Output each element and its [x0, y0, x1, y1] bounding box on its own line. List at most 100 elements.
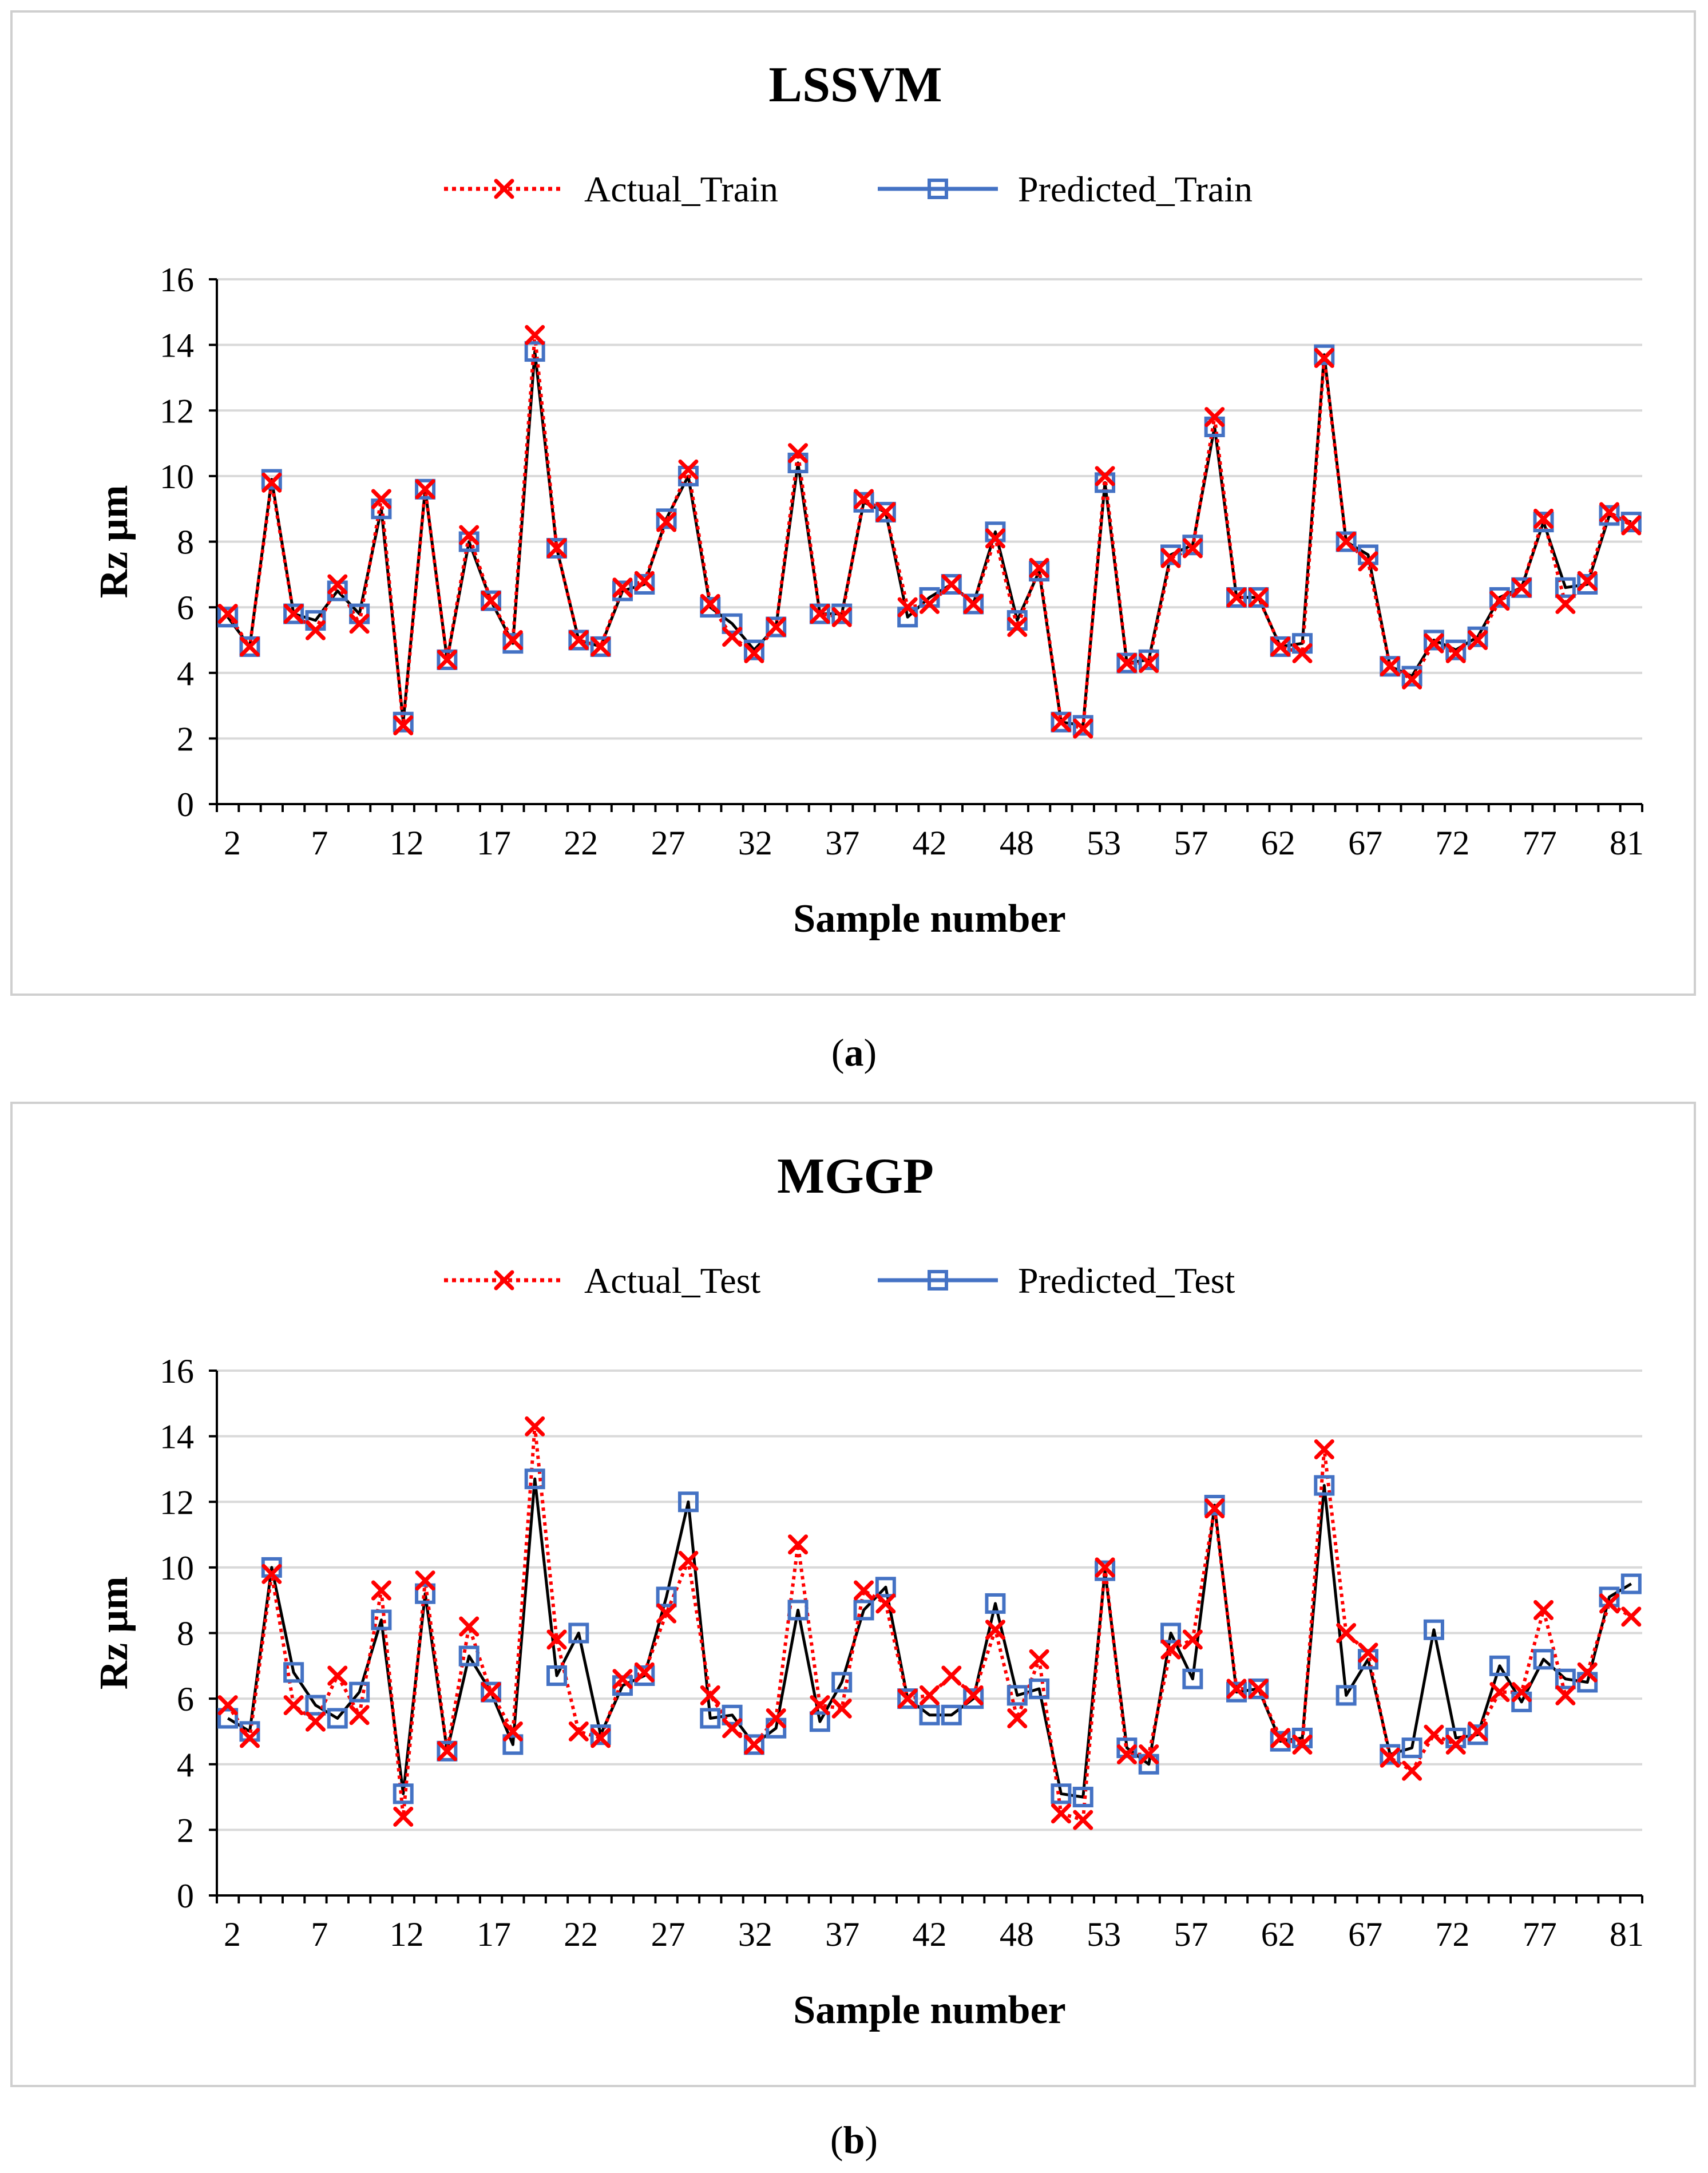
data-point-predicted [1445, 639, 1467, 660]
y-tick-label: 6 [177, 589, 194, 627]
data-point-actual [546, 538, 567, 559]
x-tick-label: 7 [311, 824, 328, 862]
data-point-predicted [1116, 652, 1138, 674]
data-point-actual [305, 1711, 326, 1732]
data-point-actual [920, 1685, 940, 1705]
data-point-predicted [371, 1609, 392, 1630]
data-point-actual [217, 1695, 238, 1716]
x-tick-label: 53 [1087, 1915, 1121, 1953]
data-point-actual [283, 1695, 304, 1716]
data-point-actual [1402, 1760, 1422, 1781]
data-point-actual [437, 1741, 457, 1762]
legend-label: Predicted_Train [1018, 169, 1253, 209]
data-point-actual [1160, 548, 1181, 568]
data-point-predicted [437, 1740, 458, 1762]
data-point-predicted [568, 630, 589, 651]
data-point-predicted [1314, 1475, 1335, 1496]
data-point-actual [1577, 1662, 1598, 1683]
data-point-predicted [1072, 1787, 1093, 1808]
legend-marker [928, 1270, 948, 1291]
data-point-actual [1424, 633, 1444, 654]
data-point-actual [1204, 407, 1225, 428]
data-point-actual [656, 1603, 677, 1624]
data-point-actual [591, 1728, 611, 1748]
data-point-predicted [985, 1593, 1006, 1614]
data-point-actual [1621, 1606, 1642, 1627]
data-point-actual [744, 1734, 764, 1755]
data-point-predicted [1380, 656, 1401, 677]
data-point-actual [678, 1550, 699, 1571]
data-point-actual [985, 1620, 1005, 1640]
data-point-actual [1336, 532, 1357, 552]
caption-b: (b) [830, 2118, 878, 2162]
data-point-actual [810, 1695, 830, 1716]
data-point-actual [1555, 1685, 1576, 1705]
data-point-actual [788, 1534, 809, 1555]
data-point-actual [1029, 1649, 1049, 1669]
data-point-actual [1314, 348, 1334, 369]
data-point-actual [1489, 1682, 1510, 1703]
data-point-actual [941, 574, 962, 595]
data-point-actual [1621, 515, 1642, 536]
data-point-actual [1314, 1439, 1334, 1460]
y-tick-label: 4 [177, 655, 194, 692]
y-tick-label: 0 [177, 1877, 194, 1915]
data-point-actual [1160, 1639, 1181, 1660]
data-point-actual [502, 630, 523, 650]
y-axis-label: Rz µm [92, 1577, 136, 1690]
data-point-predicted [809, 603, 830, 624]
data-point-actual [875, 1593, 896, 1614]
data-point-actual [1204, 1498, 1225, 1519]
data-point-predicted [261, 469, 282, 490]
data-point-actual [1139, 653, 1159, 674]
data-point-predicted [568, 1622, 589, 1644]
x-tick-label: 12 [390, 824, 424, 862]
x-tick-label: 37 [825, 824, 859, 862]
data-point-predicted [809, 1711, 830, 1732]
data-point-actual [1095, 1557, 1115, 1578]
data-point-actual [1511, 577, 1532, 598]
legend-label: Actual_Train [584, 169, 778, 209]
data-point-predicted [1226, 1681, 1247, 1703]
x-tick-label: 2 [224, 1915, 241, 1953]
data-point-actual [985, 528, 1005, 549]
data-point-actual [831, 1698, 852, 1719]
data-point-predicted [283, 603, 304, 624]
y-tick-label: 8 [177, 1615, 194, 1653]
data-point-actual [349, 1705, 370, 1725]
data-point-actual [1599, 502, 1620, 523]
data-point-actual [371, 489, 391, 509]
data-point-actual [1424, 1724, 1444, 1745]
data-point-predicted [1248, 587, 1269, 608]
legend-entry-predicted: Predicted_Train [878, 169, 1253, 209]
data-point-predicted [590, 1724, 611, 1745]
x-tick-label: 2 [224, 824, 241, 862]
data-point-actual [1445, 1734, 1466, 1755]
data-point-actual [415, 479, 435, 500]
data-point-actual [371, 1580, 391, 1601]
data-point-actual [1577, 571, 1598, 591]
legend-marker [928, 179, 948, 199]
data-point-actual [481, 591, 501, 611]
data-point-predicted [393, 1783, 414, 1804]
data-point-predicted [1401, 666, 1422, 687]
y-tick-label: 2 [177, 720, 194, 758]
data-point-predicted [1620, 1573, 1642, 1594]
data-point-predicted [1555, 1668, 1576, 1689]
data-point-predicted [217, 1708, 239, 1729]
y-tick-label: 4 [177, 1746, 194, 1784]
data-point-actual [525, 324, 545, 345]
legend-label: Actual_Test [584, 1260, 761, 1301]
data-point-predicted [1423, 630, 1444, 651]
data-point-predicted [327, 1708, 348, 1729]
data-point-predicted [1401, 1737, 1422, 1759]
data-point-actual [612, 577, 633, 598]
data-point-predicted [1489, 587, 1510, 608]
data-point-actual [1380, 656, 1400, 676]
x-tick-label: 17 [477, 1915, 511, 1953]
data-point-actual [700, 1685, 720, 1705]
data-point-actual [459, 525, 479, 545]
data-point-actual [1402, 669, 1422, 690]
data-point-predicted [941, 574, 962, 595]
data-point-actual [722, 1718, 743, 1739]
